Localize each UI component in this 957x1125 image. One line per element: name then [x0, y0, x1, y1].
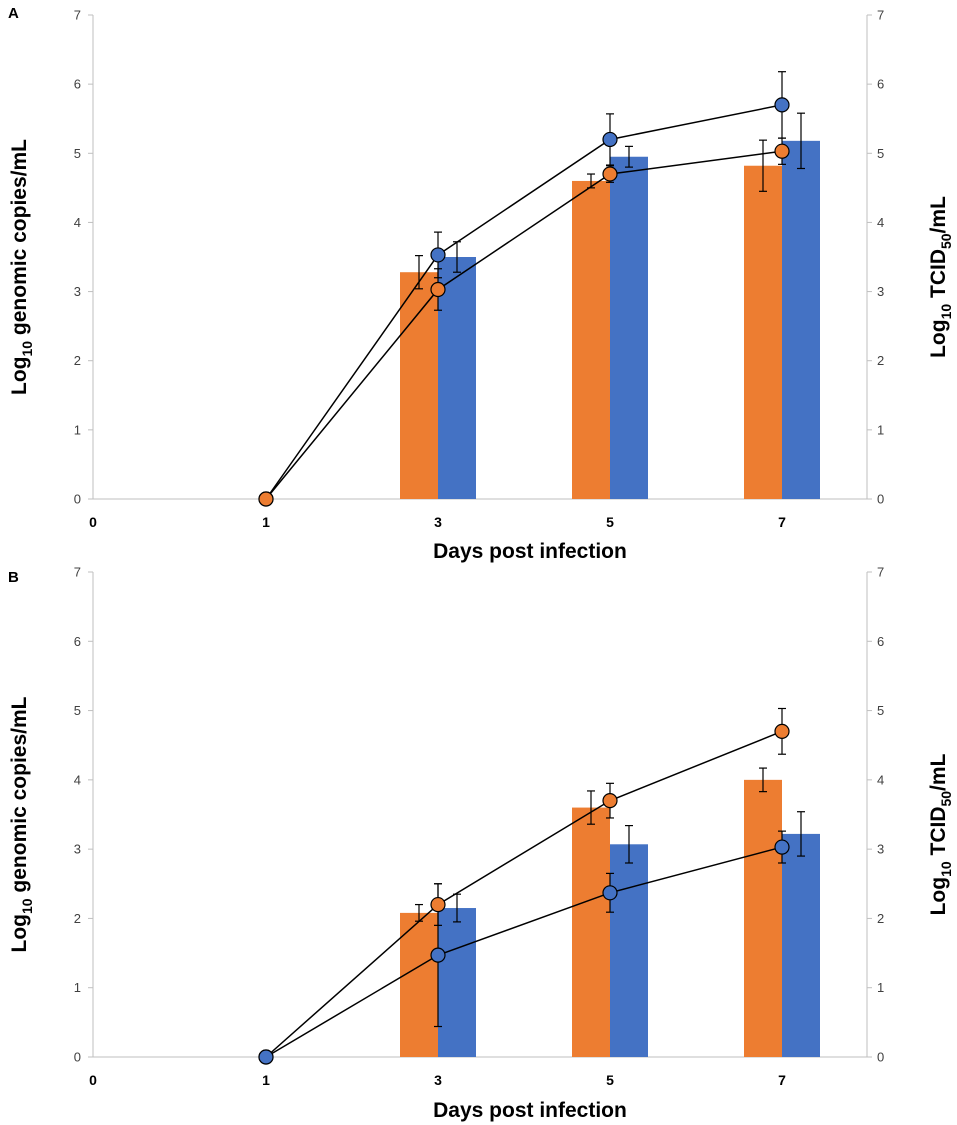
point-orange-day7	[774, 143, 790, 159]
y-axis-title-right: Log10 TCID50/mL	[927, 196, 954, 358]
y-tick-label-right: 2	[877, 911, 884, 926]
bar-orange-day7	[744, 779, 782, 1057]
y-tick-label-left: 7	[74, 565, 81, 580]
y-tick-label-left: 3	[74, 842, 81, 857]
x-tick-label: 3	[434, 514, 442, 530]
line-orange	[265, 730, 783, 1058]
y-tick-label-right: 7	[877, 565, 884, 580]
bar-orange-day5	[572, 807, 610, 1057]
y-tick-label-left: 1	[74, 980, 81, 995]
point-orange-day7	[774, 723, 790, 739]
x-tick-label: 0	[89, 1072, 97, 1088]
x-tick-label: 5	[606, 1072, 614, 1088]
panel-letter: A	[8, 5, 19, 22]
point-blue-day7	[774, 839, 790, 855]
y-tick-label-left: 6	[74, 634, 81, 649]
point-orange-day3	[430, 896, 446, 913]
x-axis-title: Days post infection	[433, 540, 627, 563]
y-tick-label-right: 1	[877, 980, 884, 995]
x-tick-label: 1	[262, 1072, 270, 1088]
y-tick-label-left: 3	[74, 284, 81, 299]
bar-orange-day3	[400, 912, 438, 1057]
x-tick-label: 1	[262, 514, 270, 530]
x-tick-label: 5	[606, 514, 614, 530]
panel-letter: B	[8, 569, 19, 586]
y-tick-label-right: 2	[877, 353, 884, 368]
bar-blue-day5	[610, 156, 648, 499]
line-blue	[265, 846, 783, 1058]
y-tick-label-left: 0	[74, 492, 81, 507]
y-tick-label-left: 7	[74, 8, 81, 23]
bar-orange-day7	[744, 165, 782, 499]
x-tick-label: 3	[434, 1072, 442, 1088]
point-blue-day5	[602, 885, 618, 901]
y-tick-label-right: 3	[877, 284, 884, 299]
x-tick-label: 7	[778, 1072, 786, 1088]
y-tick-label-right: 4	[877, 215, 884, 230]
bar-blue-day5	[610, 844, 648, 1057]
point-blue-day5	[602, 131, 618, 148]
bar-blue-day7	[782, 833, 820, 1057]
line-blue	[265, 104, 783, 500]
y-axis-title-left: Log10 genomic copies/mL	[8, 696, 35, 952]
point-blue-day7	[774, 97, 790, 113]
y-tick-label-left: 2	[74, 353, 81, 368]
x-tick-label: 7	[778, 514, 786, 530]
line-orange	[265, 150, 783, 500]
y-tick-label-right: 6	[877, 634, 884, 649]
point-blue-day1	[258, 1049, 274, 1065]
y-axis-title-left: Log10 genomic copies/mL	[8, 139, 35, 395]
y-tick-label-right: 0	[877, 492, 884, 507]
y-tick-label-right: 5	[877, 146, 884, 161]
y-tick-label-right: 3	[877, 842, 884, 857]
bar-blue-day3	[438, 908, 476, 1057]
y-tick-label-left: 0	[74, 1050, 81, 1065]
y-tick-label-right: 0	[877, 1050, 884, 1065]
x-tick-label: 0	[89, 514, 97, 530]
y-tick-label-right: 1	[877, 422, 884, 437]
y-tick-label-right: 7	[877, 8, 884, 23]
point-orange-day5	[602, 793, 618, 809]
y-tick-label-right: 6	[877, 77, 884, 92]
point-orange-day1	[258, 491, 274, 507]
y-tick-label-left: 5	[74, 146, 81, 161]
y-tick-label-left: 4	[74, 215, 81, 230]
y-tick-label-right: 5	[877, 703, 884, 718]
y-tick-label-left: 5	[74, 703, 81, 718]
y-tick-label-right: 4	[877, 772, 884, 787]
y-axis-title-right: Log10 TCID50/mL	[927, 753, 954, 915]
bar-blue-day3	[438, 257, 476, 499]
bar-orange-day3	[400, 272, 438, 499]
point-orange-day3	[430, 281, 446, 298]
point-blue-day3	[430, 947, 446, 963]
y-tick-label-left: 2	[74, 911, 81, 926]
y-tick-label-left: 4	[74, 772, 81, 787]
bar-blue-day7	[782, 140, 820, 499]
point-blue-day3	[430, 247, 446, 263]
bar-orange-day5	[572, 180, 610, 499]
y-tick-label-left: 1	[74, 422, 81, 437]
y-tick-label-left: 6	[74, 77, 81, 92]
point-orange-day5	[602, 166, 618, 182]
x-axis-title: Days post infection	[433, 1099, 627, 1122]
